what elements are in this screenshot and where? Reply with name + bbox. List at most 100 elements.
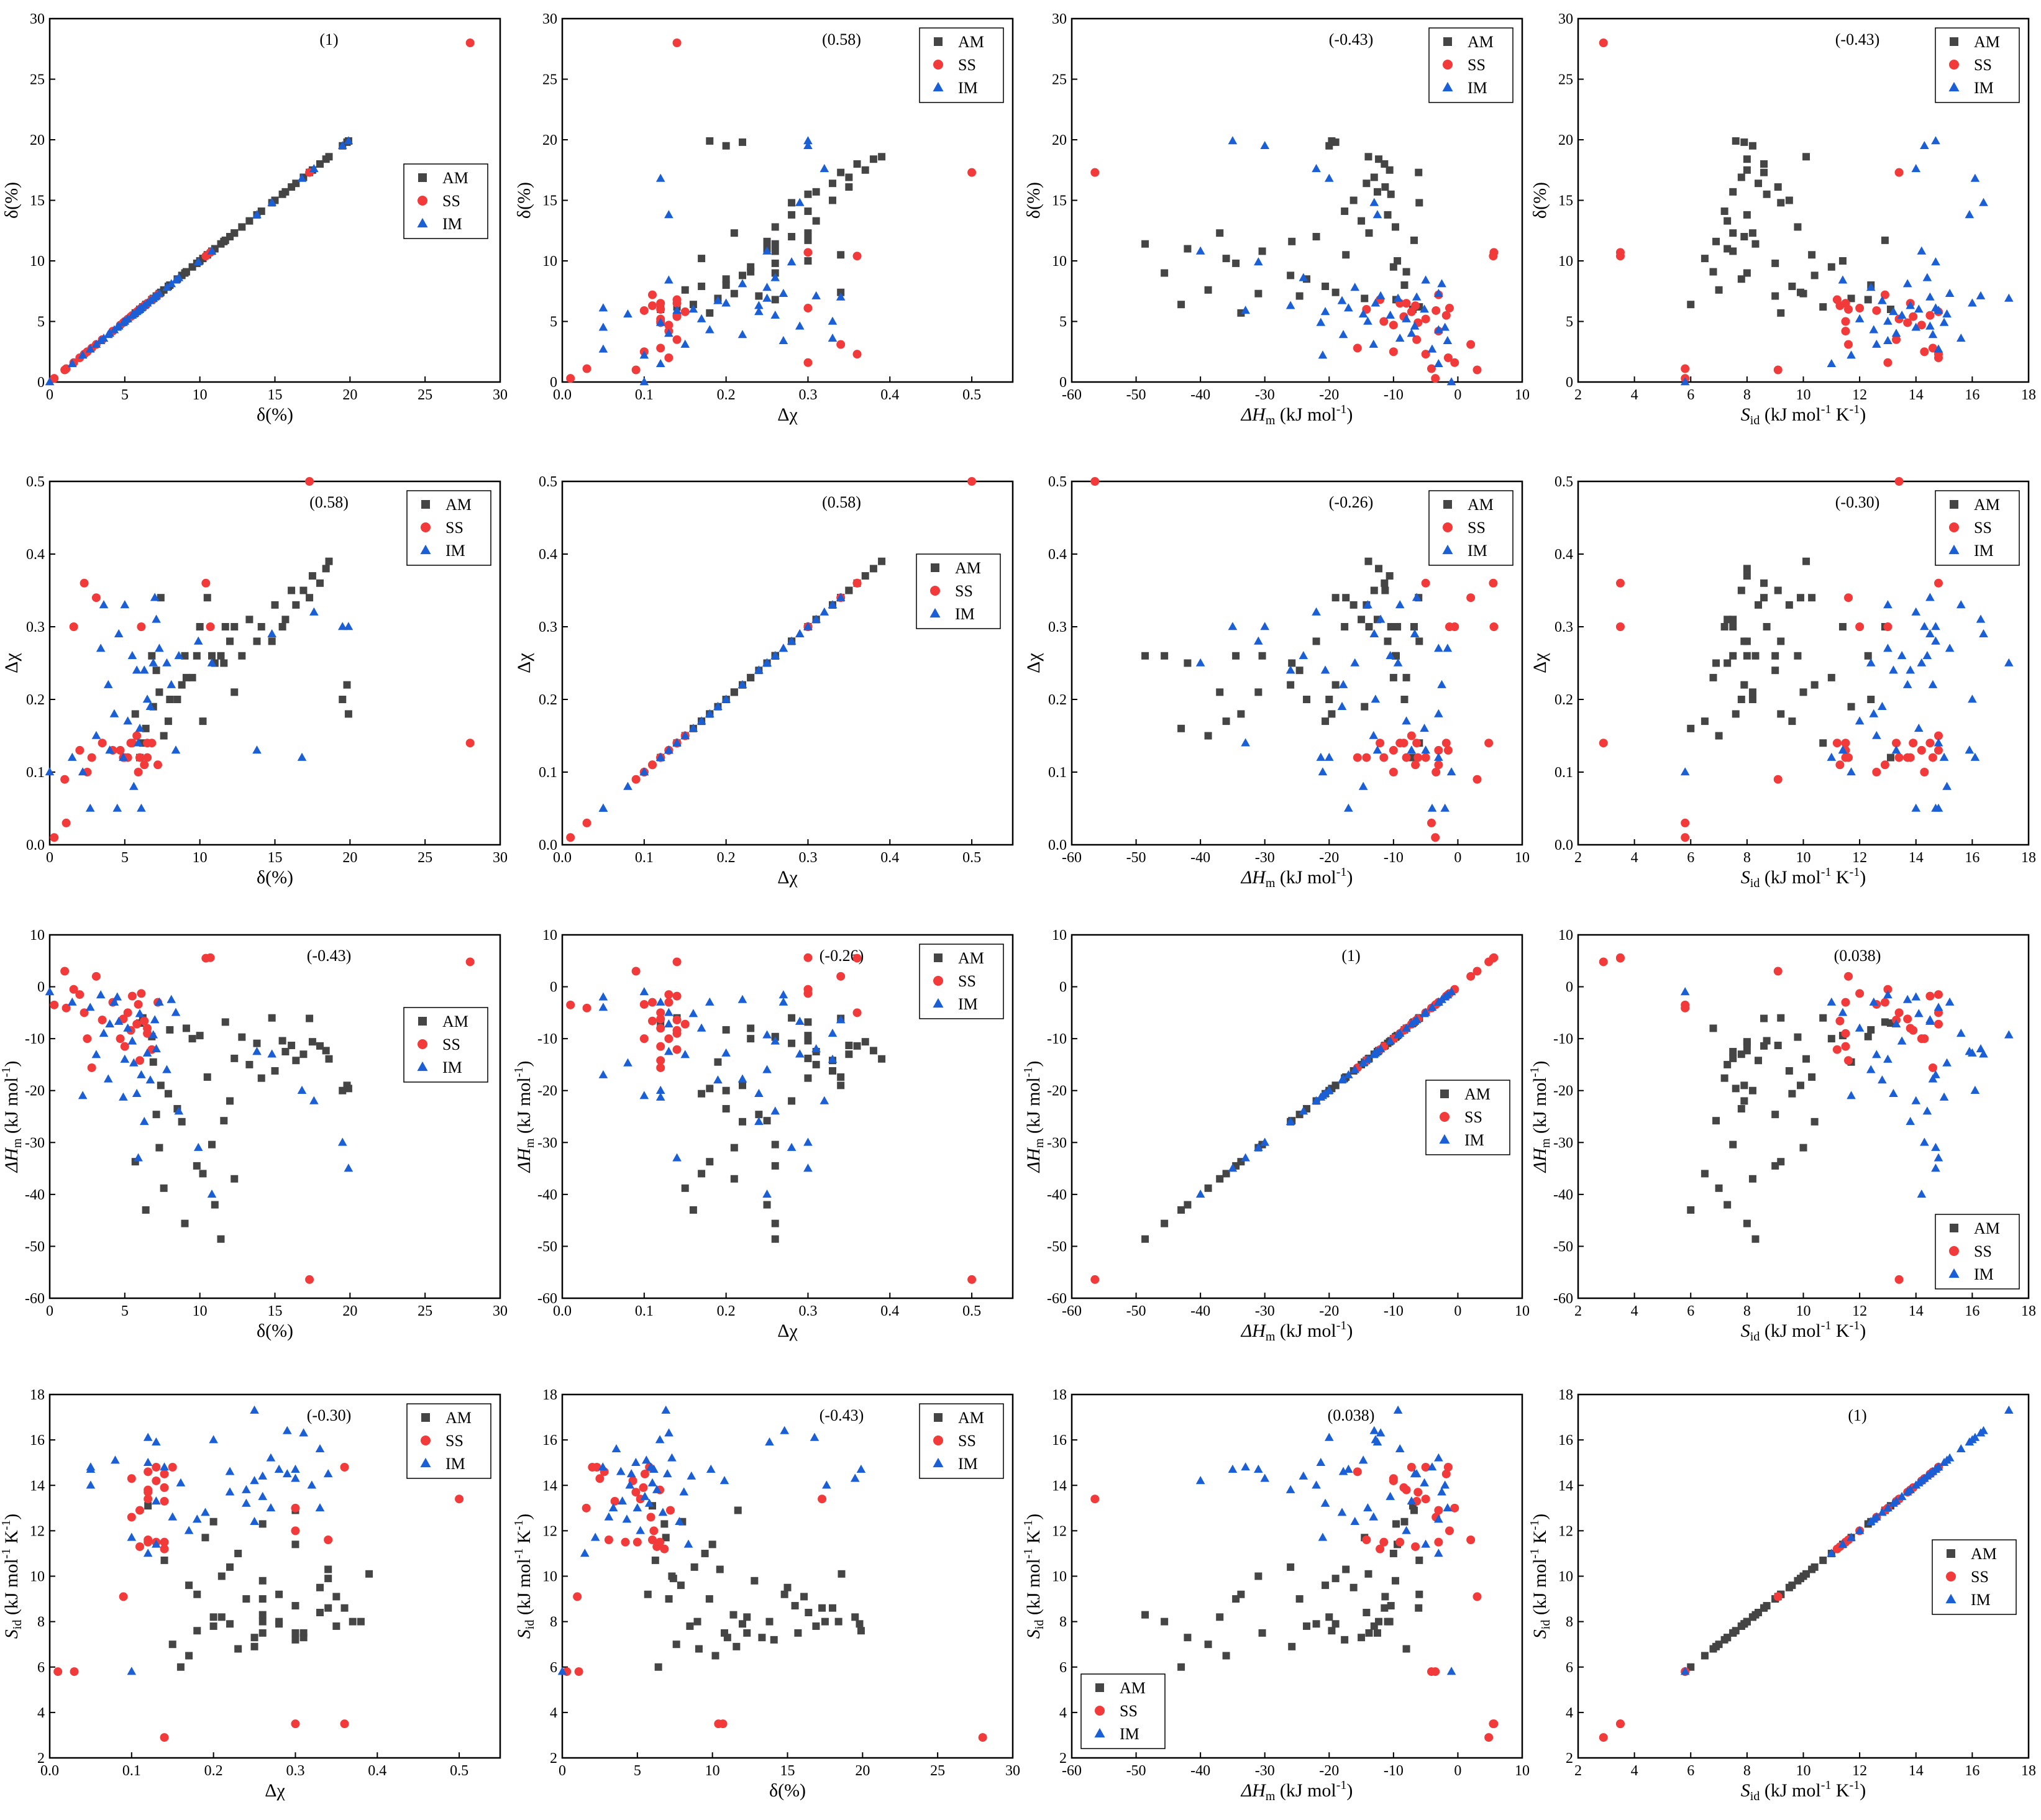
x-tick-label: 14 bbox=[1909, 1763, 1924, 1779]
point-am bbox=[164, 1090, 172, 1098]
point-ss bbox=[582, 1503, 591, 1513]
point-am bbox=[231, 688, 239, 696]
point-ss bbox=[1441, 1469, 1451, 1478]
x-tick-label: 6 bbox=[1687, 387, 1694, 403]
point-ss bbox=[1445, 1526, 1454, 1536]
point-im bbox=[145, 701, 155, 710]
point-im bbox=[1369, 1050, 1379, 1058]
y-tick-label: 0.5 bbox=[1048, 474, 1067, 490]
point-im bbox=[1386, 1036, 1395, 1045]
point-ss bbox=[1379, 1537, 1389, 1547]
point-am bbox=[1729, 1054, 1737, 1062]
point-am bbox=[669, 1575, 677, 1583]
point-ss bbox=[1841, 317, 1850, 326]
point-am bbox=[157, 1081, 165, 1090]
point-im bbox=[1838, 275, 1848, 284]
point-im bbox=[1241, 1462, 1250, 1471]
point-im bbox=[1897, 650, 1907, 660]
point-ss bbox=[1376, 1544, 1385, 1554]
point-am bbox=[1796, 1081, 1804, 1090]
point-am bbox=[869, 155, 877, 163]
y-tick-label: 0 bbox=[1059, 980, 1067, 996]
point-ss bbox=[1835, 301, 1845, 311]
x-tick-label: 0.5 bbox=[962, 1303, 981, 1319]
point-am bbox=[1222, 1170, 1230, 1178]
point-im bbox=[282, 1426, 292, 1434]
point-im bbox=[99, 600, 109, 609]
point-im bbox=[625, 1480, 635, 1489]
point-im bbox=[291, 1473, 300, 1482]
point-am bbox=[1763, 1037, 1771, 1045]
legend-label-ss: SS bbox=[1468, 519, 1486, 537]
x-tick-label: -50 bbox=[1126, 850, 1146, 866]
point-ss bbox=[291, 1503, 300, 1513]
point-am bbox=[1402, 1645, 1410, 1653]
y-tick-label: 4 bbox=[550, 1705, 557, 1721]
x-tick-label: -20 bbox=[1319, 387, 1339, 403]
legend-marker-am bbox=[1950, 37, 1958, 46]
point-im bbox=[664, 1428, 673, 1437]
point-ss bbox=[718, 1719, 728, 1729]
point-ss bbox=[144, 1495, 153, 1504]
legend-marker-im bbox=[1442, 544, 1453, 555]
point-im bbox=[250, 1476, 259, 1485]
point-ss bbox=[135, 1506, 144, 1515]
point-am bbox=[1254, 289, 1262, 298]
point-im bbox=[1386, 1491, 1395, 1500]
legend-marker-im bbox=[1948, 1268, 1960, 1278]
point-am bbox=[1864, 296, 1872, 304]
point-im bbox=[1680, 767, 1690, 776]
point-im bbox=[307, 1480, 317, 1489]
point-im bbox=[1241, 1153, 1250, 1162]
point-am bbox=[316, 579, 324, 587]
point-am bbox=[1743, 652, 1751, 660]
point-im bbox=[119, 317, 128, 326]
y-tick-label: 10 bbox=[542, 927, 557, 944]
point-im bbox=[1369, 629, 1379, 637]
point-im bbox=[1911, 992, 1921, 1001]
point-am bbox=[1755, 1057, 1762, 1065]
point-im bbox=[598, 344, 608, 353]
point-am bbox=[861, 166, 869, 174]
point-im bbox=[96, 644, 106, 652]
point-am bbox=[1771, 1111, 1779, 1119]
point-am bbox=[869, 1047, 877, 1055]
point-ss bbox=[967, 168, 977, 177]
point-im bbox=[1902, 680, 1912, 688]
point-am bbox=[686, 1622, 694, 1630]
point-am bbox=[1810, 271, 1819, 280]
point-im bbox=[696, 314, 706, 322]
point-am bbox=[226, 1097, 234, 1105]
point-am bbox=[316, 1042, 324, 1050]
point-am bbox=[245, 217, 253, 225]
point-am bbox=[291, 1636, 299, 1644]
point-ss bbox=[147, 739, 157, 748]
point-im bbox=[1883, 1054, 1893, 1063]
point-im bbox=[1911, 163, 1921, 173]
point-am bbox=[1788, 1090, 1796, 1098]
point-im bbox=[590, 1532, 600, 1541]
point-im bbox=[1827, 1549, 1837, 1557]
x-tick-label: 12 bbox=[1852, 387, 1867, 403]
x-tick-label: -60 bbox=[1062, 387, 1082, 403]
y-tick-label: 10 bbox=[1052, 253, 1067, 270]
point-im bbox=[152, 614, 161, 623]
point-ss bbox=[1421, 314, 1430, 324]
point-ss bbox=[1844, 971, 1853, 981]
point-ss bbox=[672, 39, 682, 47]
point-ss bbox=[1925, 311, 1935, 320]
point-ss bbox=[566, 374, 575, 383]
point-am bbox=[257, 623, 265, 630]
point-im bbox=[155, 644, 164, 652]
x-tick-label: 10 bbox=[1796, 1763, 1811, 1779]
legend-label-am: AM bbox=[1120, 1679, 1146, 1697]
point-am bbox=[221, 623, 229, 630]
point-am bbox=[1724, 1060, 1732, 1068]
point-am bbox=[155, 688, 163, 696]
point-am bbox=[152, 1111, 160, 1119]
point-im bbox=[1855, 314, 1865, 322]
point-am bbox=[250, 1642, 258, 1650]
point-am bbox=[651, 1556, 659, 1564]
point-ss bbox=[1599, 39, 1608, 47]
point-ss bbox=[803, 953, 813, 962]
